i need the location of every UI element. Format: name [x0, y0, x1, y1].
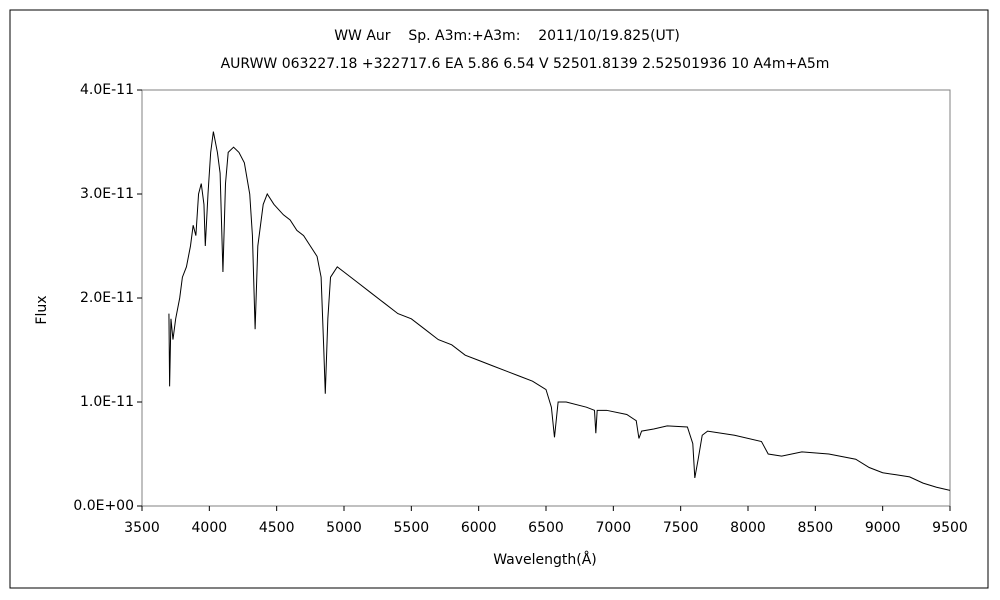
y-tick-label: 3.0E-11 [80, 186, 134, 202]
y-tick-label: 0.0E+00 [73, 498, 134, 514]
chart-title: WW Aur Sp. A3m:+A3m: 2011/10/19.825(UT) [334, 28, 680, 44]
plot-area [141, 89, 951, 507]
x-tick-label: 7000 [596, 520, 632, 536]
x-tick-label: 4500 [259, 520, 295, 536]
y-tick-label: 4.0E-11 [80, 82, 134, 98]
spectrum-line [168, 131, 951, 491]
x-tick-label: 5500 [394, 520, 430, 536]
x-tick-label: 9000 [865, 520, 901, 536]
x-tick-label: 3500 [124, 520, 160, 536]
x-tick-label: 6000 [461, 520, 497, 536]
y-tick-label: 2.0E-11 [80, 290, 134, 306]
x-tick-label: 6500 [528, 520, 564, 536]
x-tick-label: 8000 [730, 520, 766, 536]
x-axis-label: Wavelength(Å) [493, 551, 597, 568]
y-tick-label: 1.0E-11 [80, 394, 134, 410]
x-tick-label: 9500 [932, 520, 968, 536]
chart-subtitle: AURWW 063227.18 +322717.6 EA 5.86 6.54 V… [221, 56, 830, 72]
x-tick-label: 8500 [798, 520, 834, 536]
x-tick-label: 5000 [326, 520, 362, 536]
y-axis-label: Flux [34, 295, 50, 324]
x-tick-label: 4000 [192, 520, 228, 536]
x-tick-label: 7500 [663, 520, 699, 536]
